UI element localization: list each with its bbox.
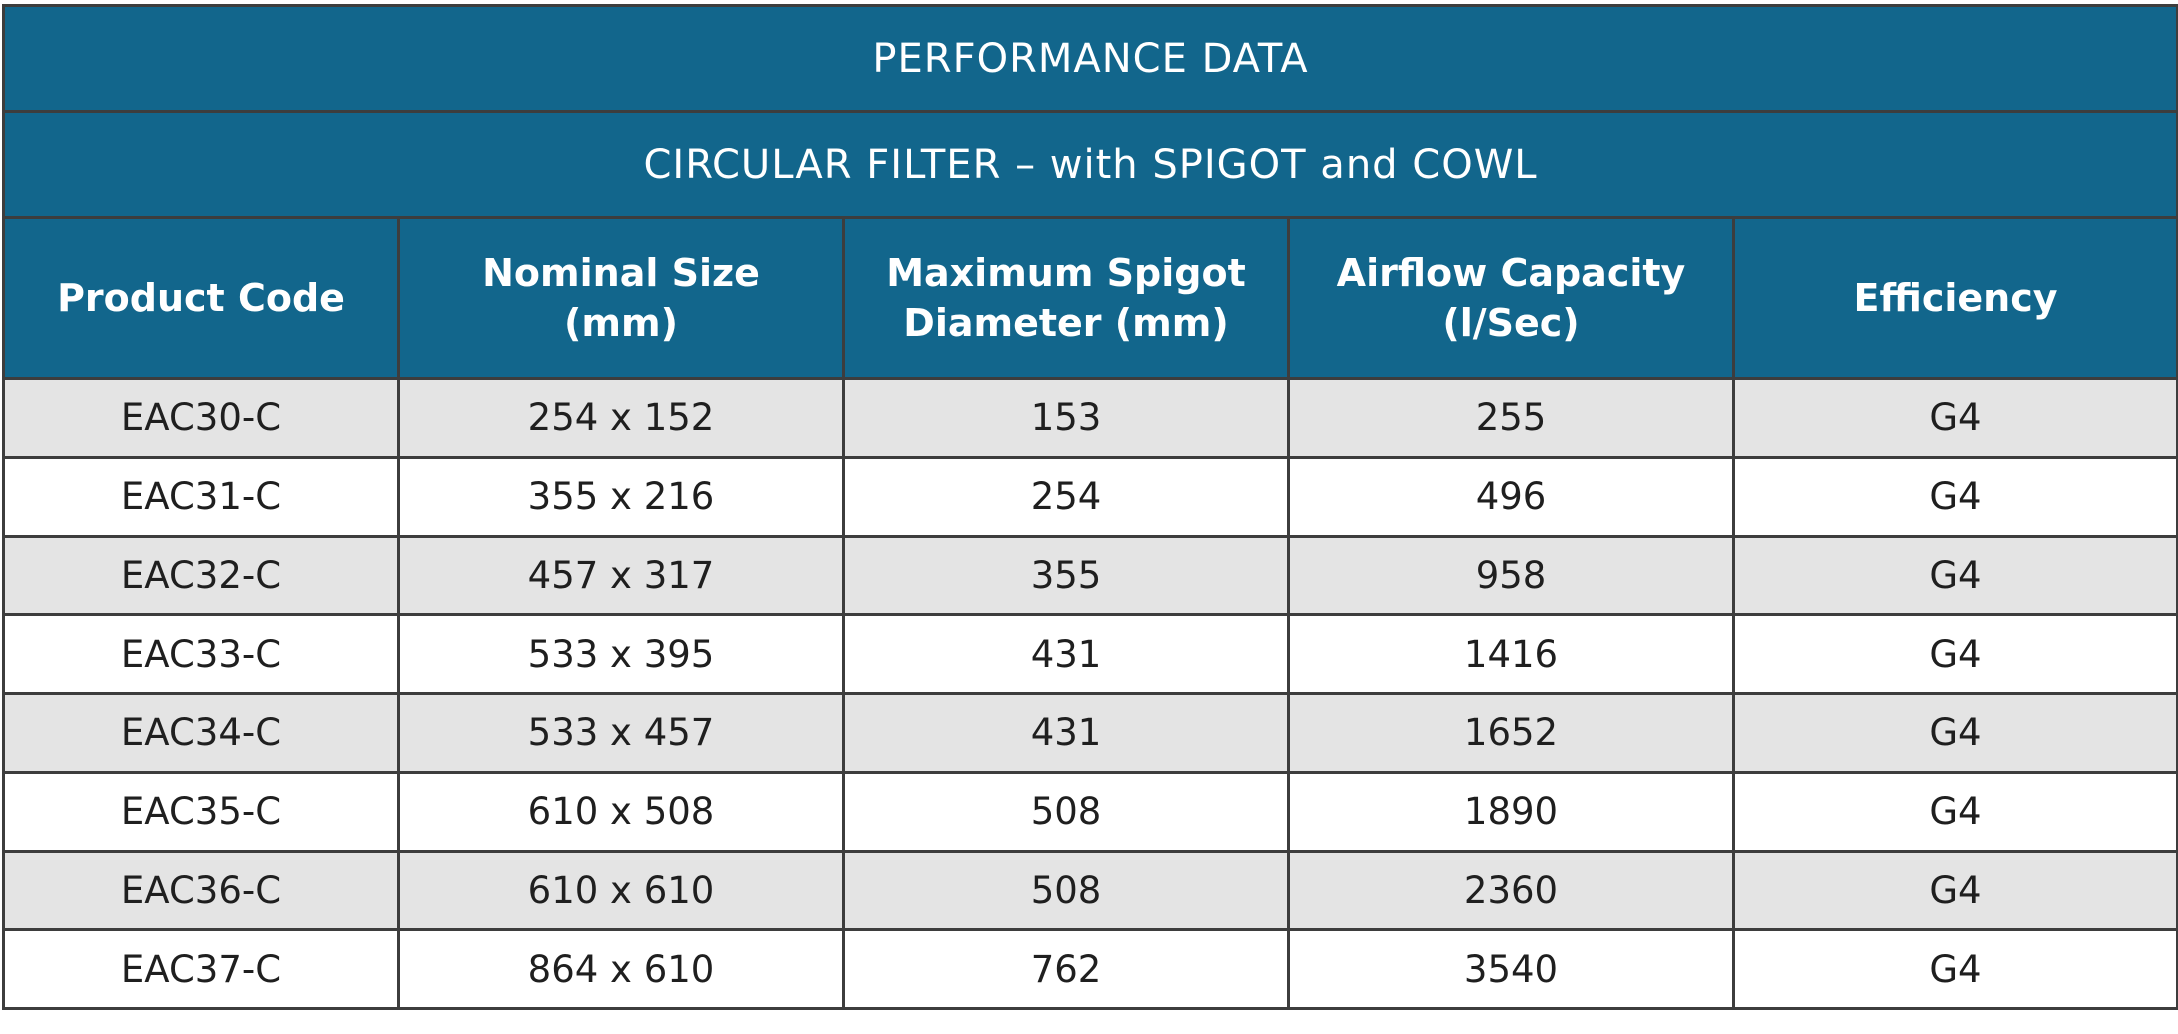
cell-product-code: EAC35-C (2, 770, 400, 853)
cell-efficiency: G4 (1731, 692, 2178, 774)
header-efficiency: Efficiency (1731, 216, 2178, 380)
cell-product-code: EAC34-C (2, 692, 400, 774)
cell-product-code: EAC30-C (2, 377, 400, 459)
cell-efficiency: G4 (1731, 455, 2178, 538)
header-label-line1: Efficiency (1853, 276, 2058, 320)
table-row: EAC32-C 457 x 317 355 958 G4 (2, 534, 2178, 617)
table-row: EAC31-C 355 x 216 254 496 G4 (2, 455, 2178, 538)
header-airflow-capacity: Airflow Capacity (l/Sec) (1287, 216, 1735, 380)
header-nominal-size: Nominal Size (mm) (397, 216, 845, 380)
table-row: EAC34-C 533 x 457 431 1652 G4 (2, 692, 2178, 774)
cell-spigot-diameter: 508 (842, 770, 1290, 853)
table-subtitle: CIRCULAR FILTER – with SPIGOT and COWL (1, 110, 2178, 219)
table-title: PERFORMANCE DATA (1, 4, 2178, 113)
header-product-code: Product Code (2, 216, 400, 380)
cell-product-code: EAC37-C (2, 928, 400, 1010)
table-row: EAC37-C 864 x 610 762 3540 G4 (2, 928, 2178, 1010)
cell-airflow-capacity: 255 (1287, 377, 1735, 459)
header-label-line1: Airflow Capacity (1336, 251, 1686, 295)
cell-airflow-capacity: 1652 (1287, 692, 1735, 774)
cell-nominal-size: 457 x 317 (397, 534, 845, 617)
header-label-line1: Nominal Size (482, 251, 760, 295)
cell-airflow-capacity: 1890 (1287, 770, 1735, 853)
cell-airflow-capacity: 1416 (1287, 613, 1735, 695)
header-max-spigot-diameter: Maximum Spigot Diameter (mm) (842, 216, 1290, 380)
cell-spigot-diameter: 355 (842, 534, 1290, 617)
cell-nominal-size: 864 x 610 (397, 928, 845, 1010)
cell-efficiency: G4 (1731, 534, 2178, 617)
table-row: EAC30-C 254 x 152 153 255 G4 (2, 377, 2178, 459)
header-label-line2: Diameter (mm) (903, 301, 1229, 345)
cell-airflow-capacity: 958 (1287, 534, 1735, 617)
cell-airflow-capacity: 2360 (1287, 849, 1735, 932)
cell-product-code: EAC31-C (2, 455, 400, 538)
cell-nominal-size: 355 x 216 (397, 455, 845, 538)
cell-spigot-diameter: 153 (842, 377, 1290, 459)
cell-spigot-diameter: 762 (842, 928, 1290, 1010)
cell-efficiency: G4 (1731, 849, 2178, 932)
table-row: EAC35-C 610 x 508 508 1890 G4 (2, 770, 2178, 853)
cell-airflow-capacity: 3540 (1287, 928, 1735, 1010)
title-row: PERFORMANCE DATA (1, 4, 2178, 113)
cell-product-code: EAC36-C (2, 849, 400, 932)
cell-product-code: EAC33-C (2, 613, 400, 695)
cell-nominal-size: 610 x 610 (397, 849, 845, 932)
cell-efficiency: G4 (1731, 928, 2178, 1010)
cell-spigot-diameter: 431 (842, 613, 1290, 695)
table-row: EAC33-C 533 x 395 431 1416 G4 (2, 613, 2178, 695)
cell-airflow-capacity: 496 (1287, 455, 1735, 538)
cell-efficiency: G4 (1731, 377, 2178, 459)
header-label-line2: (mm) (564, 301, 678, 345)
table-row: EAC36-C 610 x 610 508 2360 G4 (2, 849, 2178, 932)
cell-spigot-diameter: 254 (842, 455, 1290, 538)
cell-spigot-diameter: 508 (842, 849, 1290, 932)
header-label-line1: Product Code (57, 276, 345, 320)
cell-efficiency: G4 (1731, 770, 2178, 853)
subtitle-row: CIRCULAR FILTER – with SPIGOT and COWL (1, 110, 2178, 219)
cell-product-code: EAC32-C (2, 534, 400, 617)
cell-nominal-size: 610 x 508 (397, 770, 845, 853)
cell-nominal-size: 254 x 152 (397, 377, 845, 459)
performance-data-table: PERFORMANCE DATA CIRCULAR FILTER – with … (1, 4, 2178, 1010)
cell-spigot-diameter: 431 (842, 692, 1290, 774)
cell-nominal-size: 533 x 457 (397, 692, 845, 774)
header-label-line1: Maximum Spigot (886, 251, 1246, 295)
cell-efficiency: G4 (1731, 613, 2178, 695)
header-label-line2: (l/Sec) (1442, 301, 1580, 345)
column-header-row: Product Code Nominal Size (mm) Maximum S… (2, 216, 2178, 380)
cell-nominal-size: 533 x 395 (397, 613, 845, 695)
